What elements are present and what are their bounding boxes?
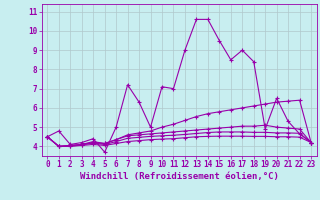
- X-axis label: Windchill (Refroidissement éolien,°C): Windchill (Refroidissement éolien,°C): [80, 172, 279, 181]
